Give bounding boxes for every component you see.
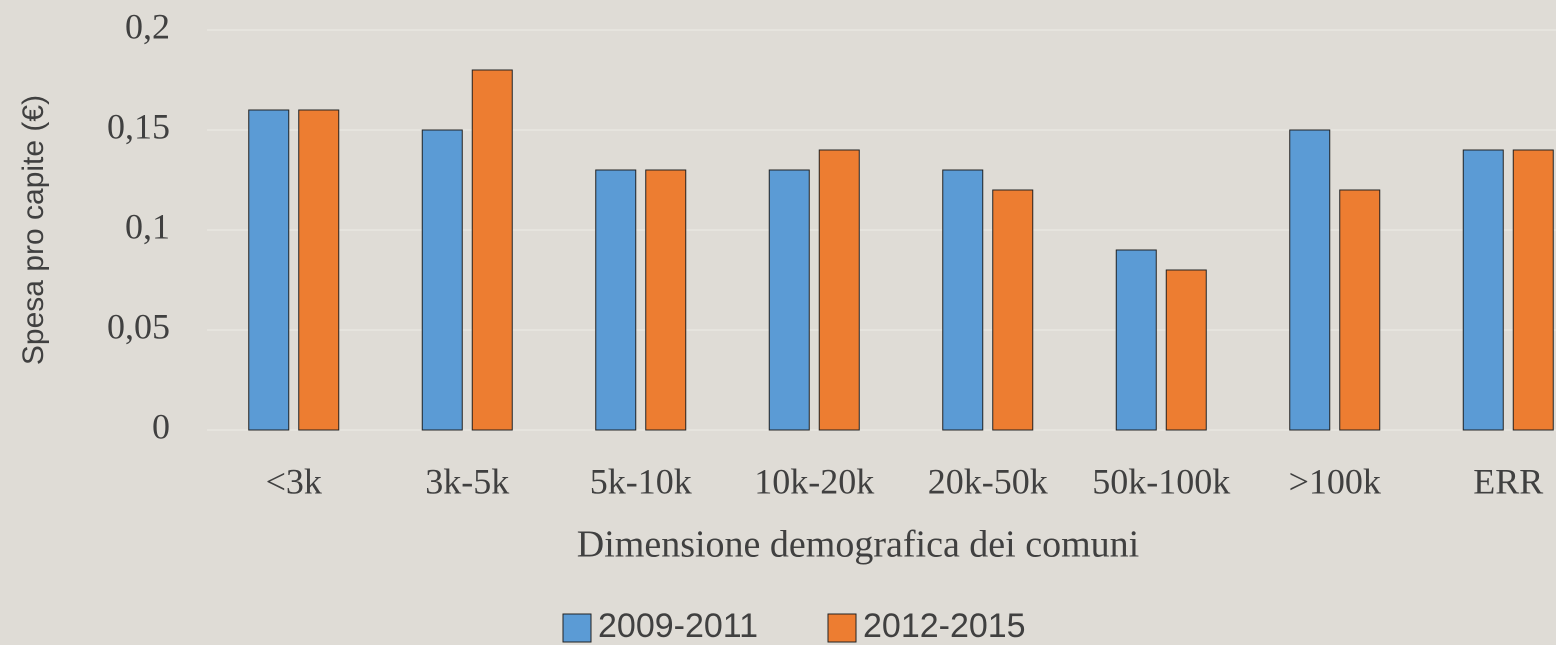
- x-tick-label: 3k-5k: [425, 461, 509, 501]
- legend-label: 2012-2015: [863, 607, 1026, 645]
- bar: [992, 189, 1034, 431]
- x-tick-label: 50k-100k: [1092, 461, 1230, 501]
- bar: [1462, 149, 1504, 431]
- bar: [248, 109, 290, 431]
- bar: [818, 149, 860, 431]
- bar: [298, 109, 340, 431]
- bar: [1289, 129, 1331, 431]
- bar: [1339, 189, 1381, 431]
- legend-swatch: [827, 613, 857, 643]
- x-tick-label: ERR: [1473, 461, 1543, 501]
- legend-swatch: [562, 613, 592, 643]
- y-axis-title: Spesa pro capite (€): [17, 95, 50, 365]
- bar: [1115, 249, 1157, 431]
- x-tick-label: 10k-20k: [754, 461, 874, 501]
- y-tick-label: 0: [152, 406, 170, 446]
- bar: [1165, 269, 1207, 431]
- bar: [768, 169, 810, 431]
- bar: [471, 69, 513, 431]
- x-tick-label: >100k: [1289, 461, 1381, 501]
- y-tick-label: 0,2: [125, 6, 170, 46]
- bar: [1512, 149, 1554, 431]
- x-axis-title: Dimensione demografica dei comuni: [577, 524, 1139, 566]
- bar: [645, 169, 687, 431]
- bar: [595, 169, 637, 431]
- x-tick-label: 5k-10k: [590, 461, 692, 501]
- y-tick-label: 0,15: [107, 106, 170, 146]
- x-tick-label: <3k: [266, 461, 322, 501]
- y-tick-label: 0,1: [125, 206, 170, 246]
- legend-label: 2009-2011: [598, 607, 758, 645]
- x-tick-label: 20k-50k: [928, 461, 1048, 501]
- bar: [942, 169, 984, 431]
- bar: [421, 129, 463, 431]
- y-tick-label: 0,05: [107, 306, 170, 346]
